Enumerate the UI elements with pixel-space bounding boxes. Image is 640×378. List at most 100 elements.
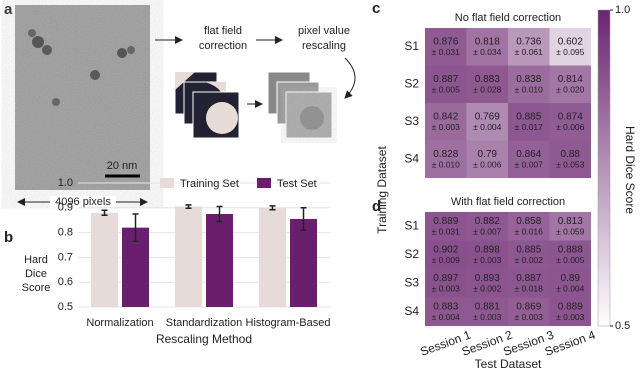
cell-value: 0.889 [558,301,583,312]
error-bar [185,204,192,210]
legend-label: Test Set [277,178,317,190]
heatmap-cell [466,297,508,326]
y-tick-label: 0.5 [58,301,73,313]
bar [91,212,118,307]
x-tick-label: Standardization [166,317,242,329]
cell-error: ± 0.020 [556,85,585,95]
heatmap-title: With flat field correction [451,196,565,208]
heatmap-cell [508,297,550,326]
cell-value: 0.769 [475,111,500,122]
y-axis-label: Training Dataset [375,146,389,234]
colorbar-tick-label: 1.0 [615,4,630,16]
cell-value: 0.89 [561,273,581,284]
y-axis-label: Score [22,282,51,294]
cell-error: ± 0.003 [556,312,585,322]
legend-swatch [160,178,174,188]
heatmap-cell [466,140,508,178]
heatmap-cell [466,103,508,141]
cell-value: 0.842 [433,111,458,122]
step-label: pixel value [298,25,350,37]
heatmap-cell [425,297,467,326]
cell-value: 0.898 [475,244,500,255]
heatmap-cell [549,212,591,241]
cell-error: ± 0.010 [515,85,544,95]
mask-stack [174,71,240,139]
cell-error: ± 0.031 [432,227,461,237]
cell-error: ± 0.059 [556,227,585,237]
cell-error: ± 0.003 [432,284,461,294]
cell-value: 0.814 [558,74,583,85]
cell-error: ± 0.053 [556,160,585,170]
heatmap-cell [425,28,467,66]
heatmap-cell [466,212,508,241]
cell-value: 0.887 [516,273,541,284]
bar [206,214,233,307]
cell-value: 0.869 [516,301,541,312]
bar [259,207,286,307]
heatmap-cell [425,65,467,103]
cell-value: 0.885 [516,111,541,122]
cell-error: ± 0.018 [515,284,544,294]
cell-error: ± 0.007 [473,227,502,237]
bar [175,206,202,307]
heatmap-cell [425,103,467,141]
panel-label: d [372,198,381,215]
legend-label: Training Set [180,178,239,190]
heatmap-cell [508,28,550,66]
cell-error: ± 0.017 [515,122,544,132]
cell-error: ± 0.003 [473,312,502,322]
legend-swatch [257,178,271,188]
panel-label: b [4,229,13,246]
cell-error: ± 0.002 [473,284,502,294]
y-tick-label: 0.9 [58,202,73,214]
heatmap-cell [508,140,550,178]
cell-error: ± 0.095 [556,47,585,57]
error-bar [216,205,223,223]
cell-error: ± 0.031 [432,47,461,57]
step-label: rescaling [302,40,346,52]
step-label: flat field [204,25,242,37]
colorbar [597,9,611,327]
colorbar-tick-label: 0.5 [615,320,630,332]
cell-error: ± 0.002 [515,255,544,265]
heatmap-cell [466,65,508,103]
micrograph [15,5,150,190]
x-axis-label: Rescaling Method [156,332,252,346]
cell-error: ± 0.005 [432,85,461,95]
cell-value: 0.876 [433,36,458,47]
heatmap-cell [425,240,467,269]
y-tick-label: S3 [404,114,419,128]
heatmap-cell [549,65,591,103]
heatmap-cell [466,240,508,269]
y-tick-label: S2 [404,247,419,261]
y-tick-label: 0.8 [58,227,73,239]
heatmap-cell [549,269,591,298]
cell-value: 0.887 [433,74,458,85]
heatmap-cell [466,269,508,298]
bar [290,218,317,307]
cell-error: ± 0.003 [432,122,461,132]
cell-error: ± 0.004 [556,284,585,294]
heatmap-cell [549,140,591,178]
cell-value: 0.902 [433,244,458,255]
scale-bar-label: 20 nm [107,160,138,172]
cell-value: 0.897 [433,273,458,284]
cell-value: 0.813 [558,216,583,227]
cell-error: ± 0.004 [473,122,502,132]
x-axis-label: Test Dataset [475,357,542,371]
cell-error: ± 0.005 [556,255,585,265]
cell-value: 0.88 [561,149,581,160]
cell-value: 0.881 [475,301,500,312]
cell-value: 0.602 [558,36,583,47]
cell-error: ± 0.006 [473,160,502,170]
cell-error: ± 0.003 [515,312,544,322]
label-bg [50,196,116,208]
cell-error: ± 0.034 [473,47,502,57]
x-tick-label: Normalization [86,317,153,329]
panel-label: a [4,1,13,18]
x-tick-label: Histogram-Based [246,317,331,329]
y-tick-label: 0.7 [58,251,73,263]
y-tick-label: S4 [404,304,419,318]
cell-error: ± 0.061 [515,47,544,57]
